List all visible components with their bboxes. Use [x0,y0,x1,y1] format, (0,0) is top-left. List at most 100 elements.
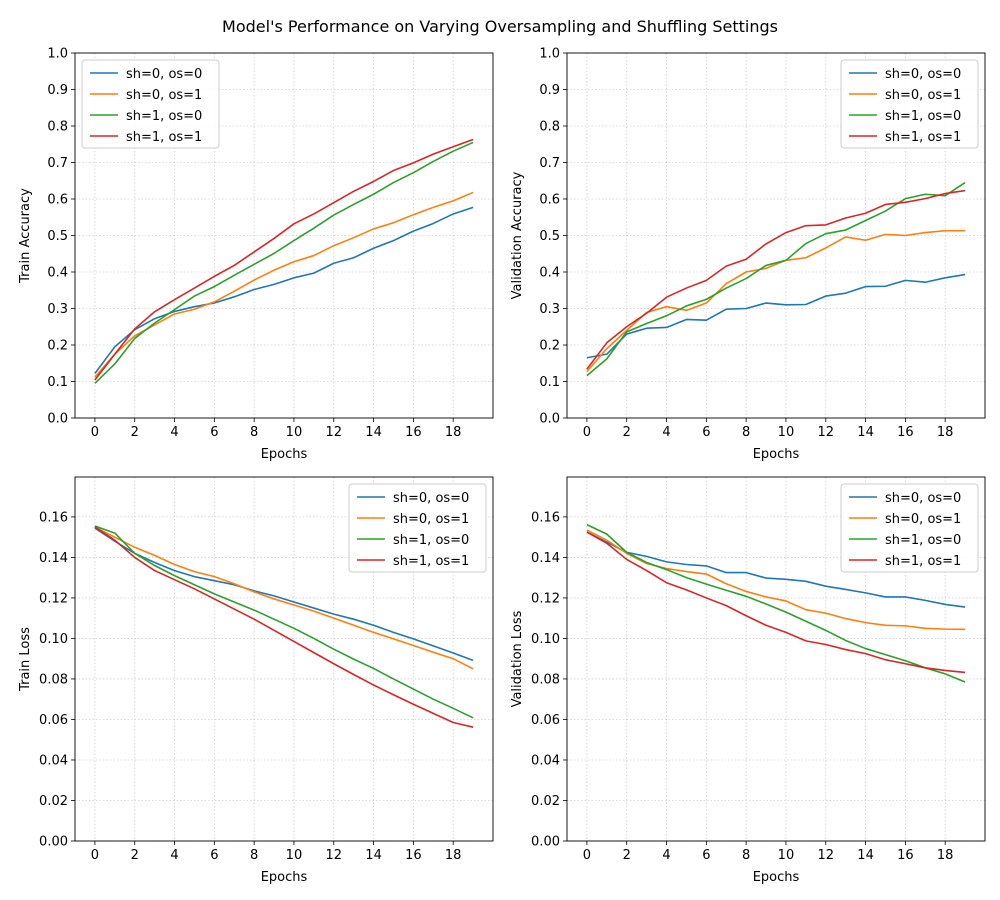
legend-box [348,483,487,573]
y-tick-label: 0.6 [47,193,68,208]
series-line-3 [586,181,966,377]
subplot-2: 0 2 4 6 8 10 12 14 16 18 0.0 0.1 0.2 0.3 0.4 0.5 0.6 0.7 0… [510,47,986,462]
x-tick-label: 14 [857,848,874,863]
legend-label: sh=1, os=1 [393,554,469,569]
y-tick-label: 0.0 [47,412,68,427]
y-tick-label: 0.5 [47,229,68,244]
x-tick-label: 14 [365,425,382,440]
y-tick-label: 0.7 [539,156,560,171]
legend-label: sh=1, os=0 [126,109,202,124]
subplot-3: 0 2 4 6 8 10 12 14 16 18 0.00 0.02 0.04 0.06 0.08 0.10 0… [18,476,494,885]
x-tick-label: 6 [702,425,710,440]
x-tick-label: 4 [170,848,178,863]
x-tick-label: 2 [131,848,139,863]
y-axis-label: Validation Accuracy [510,171,525,299]
y-tick-label: 0.0 [539,412,560,427]
x-tick-label: 0 [583,425,591,440]
x-tick-label: 6 [210,848,218,863]
y-tick-label: 0.16 [531,510,560,525]
series-line-2 [94,526,474,670]
y-tick-label: 0.14 [531,551,560,566]
x-tick-label: 18 [445,848,462,863]
series-line-4 [586,189,966,370]
axes-frame [566,476,986,842]
x-tick-label: 6 [702,848,710,863]
y-tick-label: 0.04 [39,753,68,768]
y-tick-label: 0.3 [539,302,560,317]
legend-label: sh=0, os=0 [885,67,961,82]
x-tick-label: 8 [742,848,750,863]
x-tick-label: 0 [91,425,99,440]
x-tick-label: 8 [742,425,750,440]
x-tick-label: 18 [937,848,954,863]
legend-box [840,483,979,573]
y-axis-label: Train Accuracy [18,188,33,284]
y-tick-label: 0.00 [531,835,560,850]
x-tick-label: 12 [817,848,834,863]
x-tick-label: 2 [623,425,631,440]
y-tick-label: 0.8 [47,120,68,135]
y-tick-label: 0.12 [39,591,68,606]
y-axis-label: Train Loss [18,627,33,692]
series-line-1 [94,527,474,662]
x-tick-label: 4 [662,848,670,863]
series-line-1 [586,273,966,359]
x-axis-label: Epochs [261,870,308,885]
x-tick-label: 16 [405,425,422,440]
y-tick-label: 0.3 [47,302,68,317]
y-tick-label: 0.8 [539,120,560,135]
x-tick-label: 4 [170,425,178,440]
legend-label: sh=0, os=0 [393,491,469,506]
y-tick-label: 0.4 [539,266,560,281]
x-tick-label: 2 [623,848,631,863]
series-line-3 [94,141,474,384]
x-tick-label: 0 [91,848,99,863]
legend-label: sh=1, os=1 [885,554,961,569]
x-tick-label: 18 [937,425,954,440]
legend-label: sh=0, os=0 [126,67,202,82]
legend-label: sh=0, os=1 [126,88,202,103]
figure-title: Model's Performance on Varying Oversampl… [222,17,778,36]
y-tick-label: 0.9 [47,83,68,98]
x-axis-label: Epochs [753,870,800,885]
legend-box [81,59,220,149]
legend-box [840,59,979,149]
x-axis-label: Epochs [261,447,308,462]
y-tick-label: 0.7 [47,156,68,171]
x-tick-label: 12 [817,425,834,440]
x-tick-label: 14 [365,848,382,863]
series-line-4 [94,138,474,381]
x-tick-label: 0 [583,848,591,863]
subplots: 0 2 4 6 8 10 12 14 16 18 0.0 0.1 0.2 0.3 0.4 0.5 0.6 0.7 0… [18,47,986,885]
x-axis-label: Epochs [753,447,800,462]
x-tick-label: 12 [325,848,342,863]
x-tick-label: 16 [897,848,914,863]
y-tick-label: 0.6 [539,193,560,208]
series-line-2 [94,191,474,378]
axes-frame [74,476,494,842]
legend: sh=0, os=0 sh=0, os=1 sh=1, os=0 sh=1, os=1 [840,59,979,149]
y-tick-label: 0.10 [39,632,68,647]
x-tick-label: 16 [897,425,914,440]
y-tick-label: 0.5 [539,229,560,244]
legend: sh=0, os=0 sh=0, os=1 sh=1, os=0 sh=1, os=1 [81,59,220,149]
legend-label: sh=0, os=1 [885,88,961,103]
x-tick-label: 8 [250,425,258,440]
y-tick-label: 0.02 [531,794,560,809]
legend-label: sh=0, os=1 [393,512,469,527]
x-tick-label: 10 [778,425,795,440]
y-tick-label: 0.1 [539,375,560,390]
legend-label: sh=1, os=0 [885,109,961,124]
y-tick-label: 0.06 [39,713,68,728]
y-tick-label: 1.0 [47,47,68,62]
series-line-1 [586,531,966,608]
legend-label: sh=1, os=0 [885,533,961,548]
legend-label: sh=1, os=0 [393,533,469,548]
y-tick-label: 0.14 [39,551,68,566]
legend-label: sh=0, os=1 [885,512,961,527]
y-axis-label: Validation Loss [510,610,525,707]
x-tick-label: 2 [131,425,139,440]
series-line-3 [586,523,966,683]
x-tick-label: 6 [210,425,218,440]
